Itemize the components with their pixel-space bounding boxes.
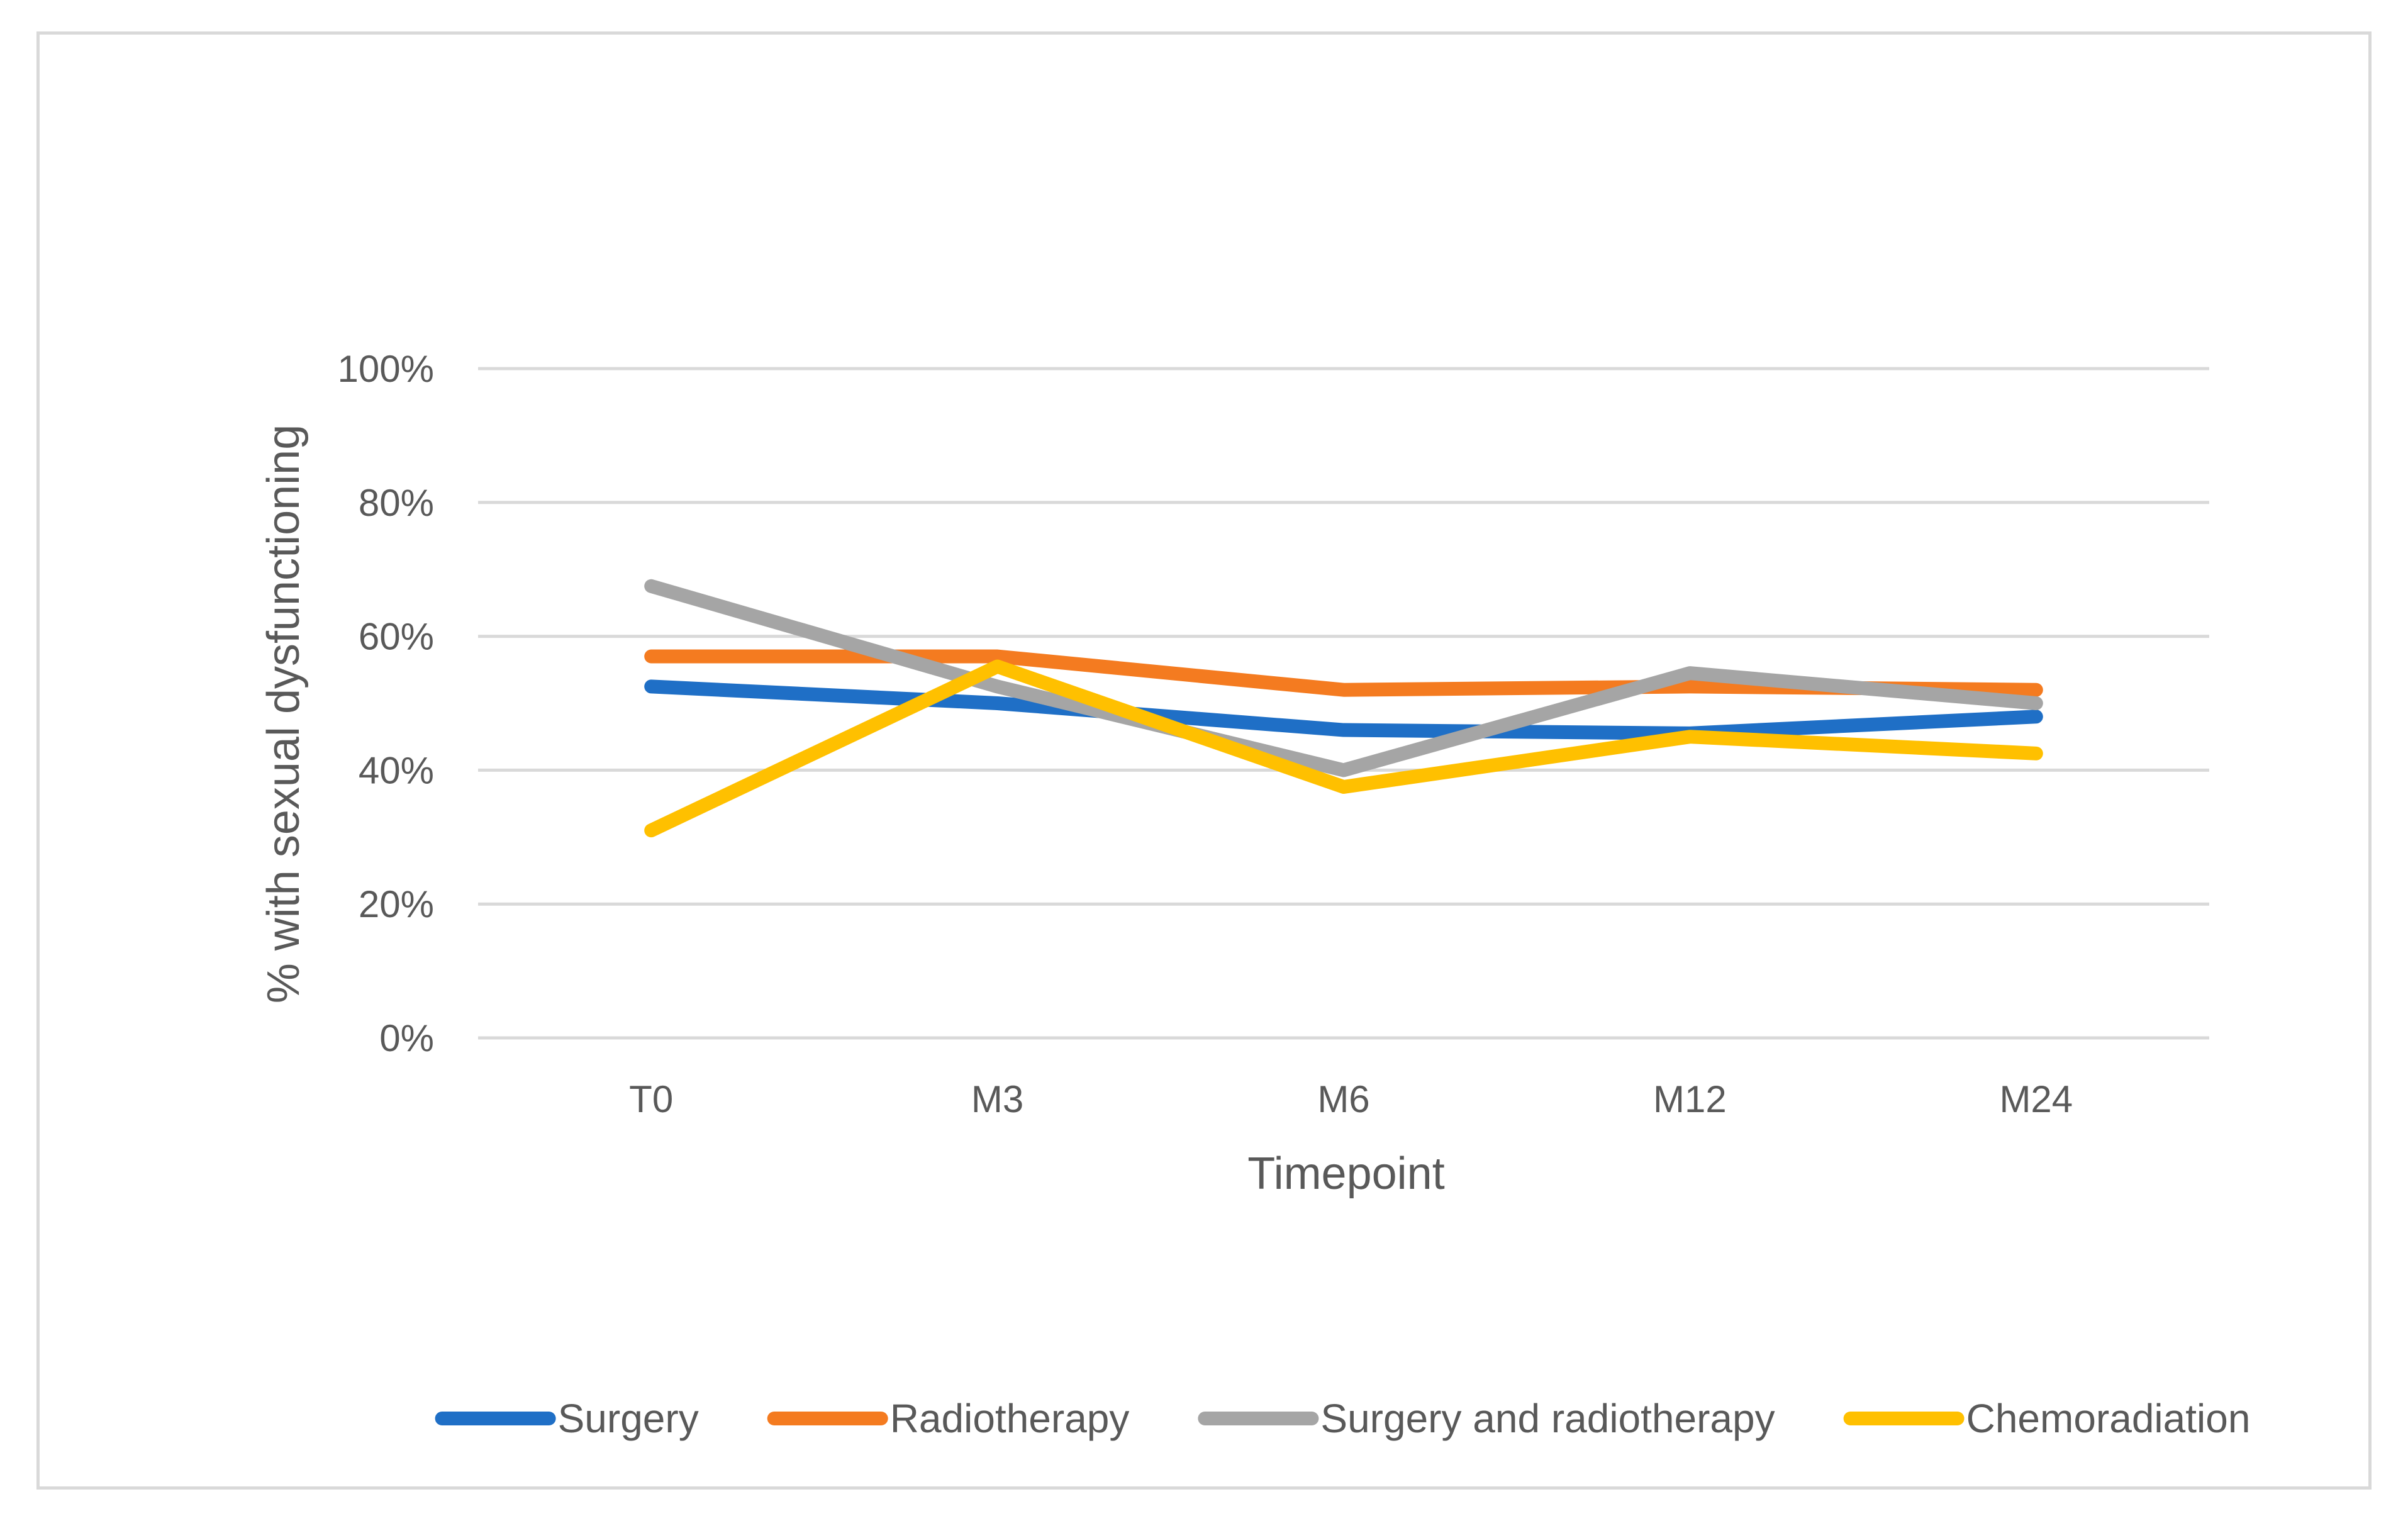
series-line-surgery [644,679,2043,740]
y-tick-label: 20% [359,883,434,925]
gridlines [478,367,2209,1040]
legend-label-radiotherapy: Radiotherapy [890,1396,1130,1441]
series-line-chemoradiation [644,659,2043,838]
y-tick-label: 80% [359,482,434,524]
x-tick-label: M6 [1317,1078,1369,1120]
legend-label-chemoradiation: Chemoradiation [1966,1396,2251,1441]
x-tick-label: M24 [1999,1078,2073,1120]
x-tick-label: M3 [971,1078,1023,1120]
series-lines [644,579,2043,838]
y-axis-title: % with sexual dysfunctioning [259,425,309,1004]
y-axis-ticks: 0% 20% 40% 60% 80% 100% [338,348,434,1059]
chart-frame [36,31,2372,1490]
y-tick-label: 60% [359,616,434,658]
legend-item-surgery-and-radiotherapy: Surgery and radiotherapy [1198,1396,1775,1441]
series-line-surgery-and-radiotherapy [644,579,2043,777]
x-axis-ticks: T0 M3 M6 M12 M24 [629,1078,2073,1120]
x-tick-label: T0 [629,1078,673,1120]
legend-label-surgery: Surgery [558,1396,699,1441]
x-tick-label: M12 [1653,1078,1727,1120]
legend-label-surgery-and-radiotherapy: Surgery and radiotherapy [1320,1396,1775,1441]
y-tick-label: 40% [359,749,434,791]
legend: Surgery Radiotherapy Surgery and radiother… [435,1396,2251,1441]
legend-item-surgery: Surgery [435,1396,699,1441]
legend-item-radiotherapy: Radiotherapy [767,1396,1130,1441]
y-tick-label: 100% [338,348,434,390]
legend-item-chemoradiation: Chemoradiation [1843,1396,2251,1441]
y-tick-label: 0% [379,1017,434,1059]
x-axis-title: Timepoint [1247,1149,1444,1199]
